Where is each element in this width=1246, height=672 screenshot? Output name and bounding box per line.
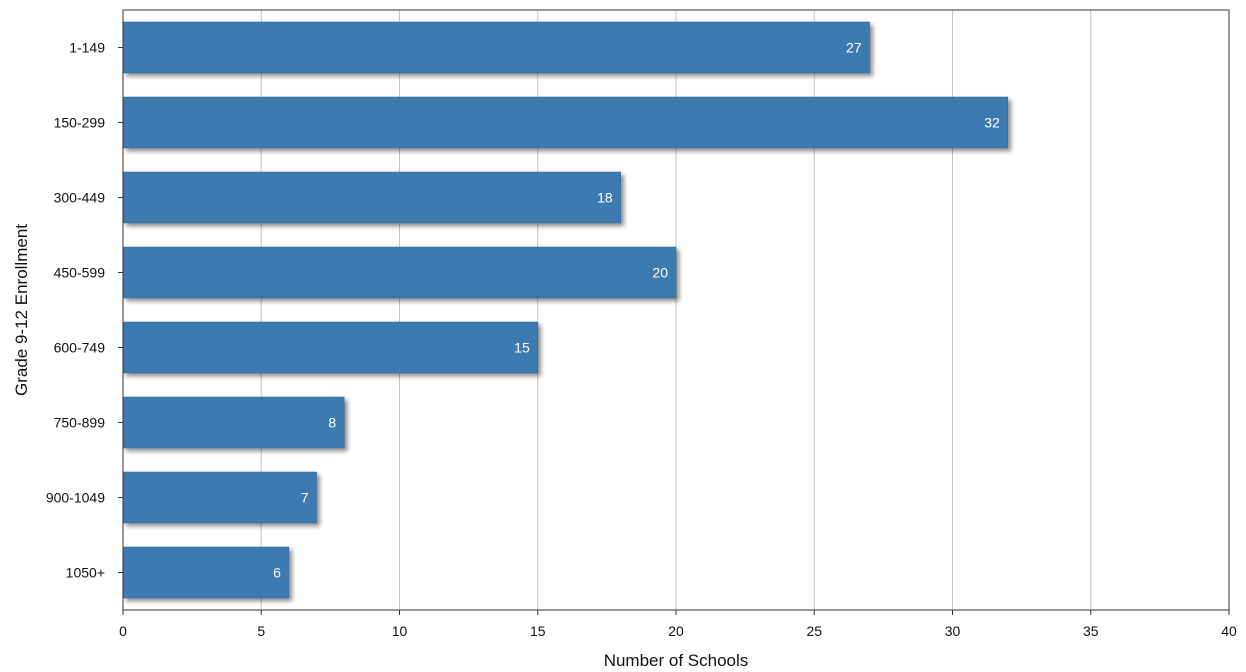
bar	[122, 546, 290, 599]
y-tick-label: 1050+	[66, 565, 105, 581]
x-tick-label: 25	[806, 623, 822, 639]
bar	[122, 21, 870, 74]
y-tick-label: 750-899	[54, 415, 106, 431]
bar	[122, 471, 317, 524]
x-axis-ticks: 0 5 10 15 20 25 30 35 40	[119, 610, 1237, 639]
bar-value-label: 20	[652, 265, 668, 281]
x-tick-label: 15	[530, 623, 546, 639]
x-tick-label: 20	[668, 623, 684, 639]
x-tick-label: 35	[1083, 623, 1099, 639]
bars: 27 32 18 20 15 8 7 6	[122, 21, 1009, 599]
y-tick-label: 300-449	[54, 190, 106, 206]
x-axis-title: Number of Schools	[604, 651, 749, 670]
bar-value-label: 18	[597, 190, 613, 206]
bar	[122, 396, 345, 449]
x-tick-label: 30	[945, 623, 961, 639]
y-axis-ticks: 1-149 150-299 300-449 450-599 600-749 750-899…	[46, 40, 123, 581]
x-tick-label: 0	[119, 623, 127, 639]
bar	[122, 96, 1009, 149]
bar-value-label: 8	[328, 415, 336, 431]
x-tick-label: 5	[257, 623, 265, 639]
y-axis-title: Grade 9-12 Enrollment	[12, 224, 31, 396]
bar-value-label: 32	[984, 115, 1000, 131]
y-tick-label: 600-749	[54, 340, 106, 356]
y-tick-label: 900-1049	[46, 490, 105, 506]
bar	[122, 321, 538, 374]
y-tick-label: 450-599	[54, 265, 106, 281]
x-tick-label: 10	[392, 623, 408, 639]
bar	[122, 171, 621, 224]
bar-value-label: 27	[846, 40, 862, 56]
bar-value-label: 7	[301, 490, 309, 506]
bar-value-label: 15	[514, 340, 530, 356]
bar	[122, 246, 677, 299]
y-tick-label: 1-149	[69, 40, 105, 56]
bar-value-label: 6	[273, 565, 281, 581]
x-tick-label: 40	[1221, 623, 1237, 639]
y-tick-label: 150-299	[54, 115, 106, 131]
